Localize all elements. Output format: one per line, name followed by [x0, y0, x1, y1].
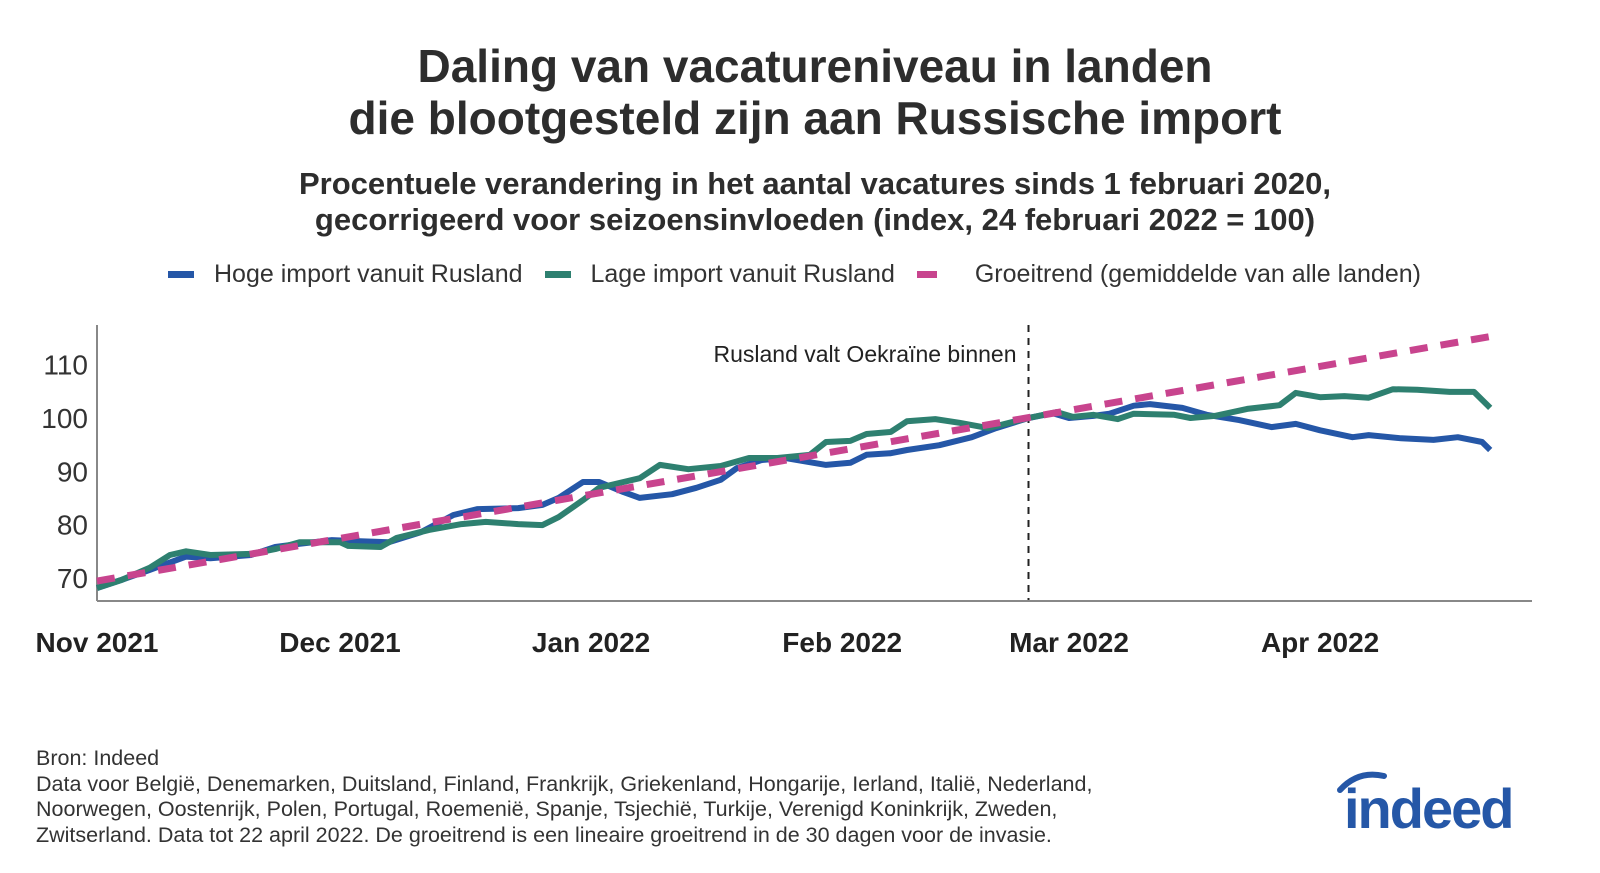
y-tick-label: 90	[57, 456, 88, 487]
legend-swatch-dashed	[916, 271, 937, 278]
x-tick-label: Nov 2021	[36, 627, 159, 658]
x-tick-label: Dec 2021	[279, 627, 400, 658]
legend: Hoge import vanuit Rusland Lage import v…	[168, 260, 1443, 289]
invasion-annotation: Rusland valt Oekraïne binnen	[713, 341, 1016, 367]
footnote-line: Zwitserland. Data tot 22 april 2022. De …	[36, 822, 1052, 847]
x-tick-label: Feb 2022	[782, 627, 902, 658]
series-line-hoge	[96, 401, 1493, 591]
chart-subtitle-line-1: Procentuele verandering in het aantal va…	[298, 166, 1332, 201]
legend-item-hoge: Hoge import vanuit Rusland	[168, 260, 523, 289]
y-tick-label: 80	[57, 510, 88, 541]
footnote-line: Noorwegen, Oostenrijk, Polen, Portugal, …	[36, 797, 1058, 821]
legend-label: Groeitrend (gemiddelde van alle landen)	[974, 260, 1421, 288]
y-tick-label: 110	[43, 350, 88, 381]
source-text: Bron: Indeed	[36, 746, 160, 770]
x-tick-label: Mar 2022	[1009, 627, 1129, 658]
svg-text:indeed: indeed	[1344, 777, 1512, 838]
y-tick-label: 70	[57, 563, 88, 594]
legend-swatch-green	[544, 271, 571, 278]
footnote-line: Data voor België, Denemarken, Duitsland,…	[36, 771, 1093, 796]
legend-swatch-blue	[168, 271, 194, 278]
x-tick-label: Jan 2022	[532, 627, 650, 658]
series-line-lage	[96, 386, 1493, 591]
chart-title-line-1: Daling van vacatureniveau in landen	[417, 40, 1213, 92]
legend-item-trend: Groeitrend (gemiddelde van alle landen)	[916, 260, 1421, 289]
legend-label: Hoge import vanuit Rusland	[214, 260, 523, 288]
legend-label: Lage import vanuit Rusland	[590, 260, 895, 288]
x-tick-label: Apr 2022	[1261, 627, 1379, 658]
chart-title-line-2: die blootgesteld zijn aan Russische impo…	[348, 92, 1282, 144]
chart-subtitle-line-2: gecorrigeerd voor seizoensinvloeden (ind…	[314, 202, 1316, 237]
indeed-logo: indeed	[1336, 768, 1546, 843]
footnote: Bron: Indeed Data voor België, Denemarke…	[36, 746, 1092, 848]
y-tick-label: 100	[41, 403, 88, 434]
series-line-groeitrend	[96, 333, 1491, 585]
legend-item-lage: Lage import vanuit Rusland	[544, 260, 895, 289]
